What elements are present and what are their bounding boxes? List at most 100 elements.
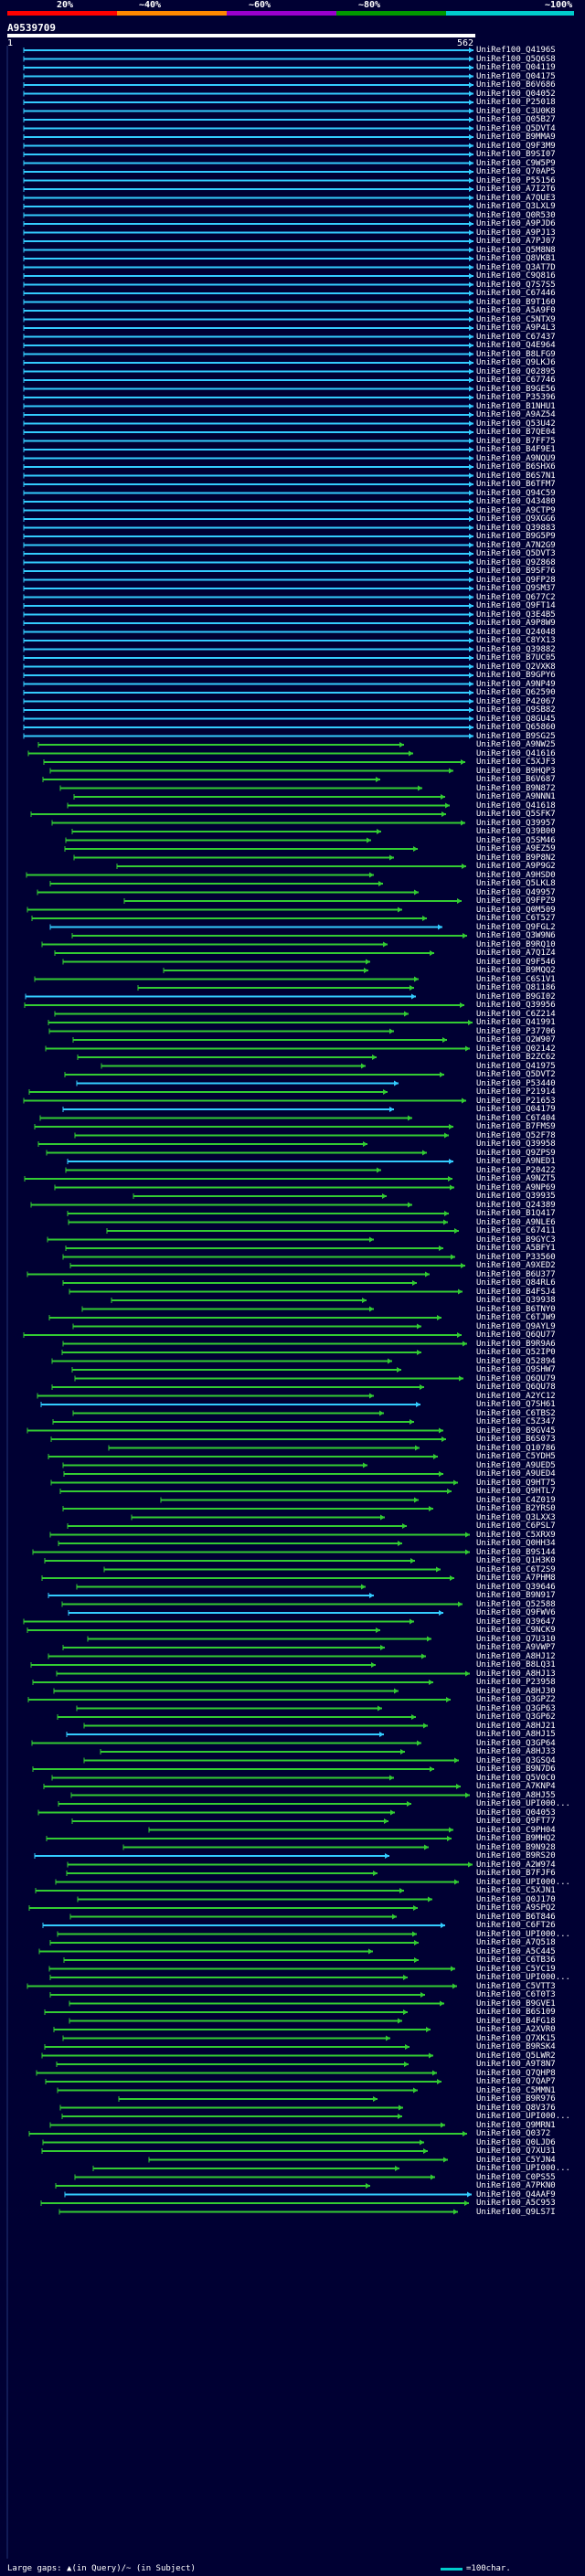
- hit-label[interactable]: UniRef100_A9T8N7: [476, 2060, 556, 2069]
- hit-label[interactable]: UniRef100_P33560: [476, 1252, 556, 1262]
- hit-label[interactable]: UniRef100_Q5SM46: [476, 835, 556, 845]
- hit-label[interactable]: UniRef100_B9RSK4: [476, 2042, 556, 2051]
- hit-label[interactable]: UniRef100_Q4E964: [476, 341, 556, 350]
- hit-label[interactable]: UniRef100_B6S7N1: [476, 471, 556, 481]
- hit-label[interactable]: UniRef100_C6T2S9: [476, 1564, 556, 1574]
- hit-label[interactable]: UniRef100_Q5LKL8: [476, 879, 556, 888]
- hit-label[interactable]: UniRef100_Q6QU77: [476, 1330, 556, 1340]
- hit-label[interactable]: UniRef100_Q41618: [476, 800, 556, 811]
- hit-label[interactable]: UniRef100_C67437: [476, 332, 556, 342]
- hit-label[interactable]: UniRef100_B9N917: [476, 1591, 556, 1600]
- hit-label[interactable]: UniRef100_P53440: [476, 1078, 556, 1088]
- hit-label[interactable]: UniRef100_Q3GPZ2: [476, 1695, 556, 1704]
- hit-label[interactable]: UniRef100_B9GV45: [476, 1426, 556, 1436]
- hit-label[interactable]: UniRef100_A8HJ21: [476, 1721, 556, 1731]
- hit-label[interactable]: UniRef100_C5MMN1: [476, 2085, 556, 2095]
- hit-label[interactable]: UniRef100_C5XRX9: [476, 1530, 556, 1540]
- hit-label[interactable]: UniRef100_Q1H3K0: [476, 1556, 556, 1565]
- hit-label[interactable]: UniRef100_A7N2G9: [476, 540, 556, 550]
- hit-label[interactable]: UniRef100_Q9LS7I: [476, 2207, 556, 2217]
- hit-label[interactable]: UniRef100_Q04053: [476, 1807, 556, 1818]
- hit-label[interactable]: UniRef100_B9GE56: [476, 384, 556, 394]
- hit-label[interactable]: UniRef100_A9VWP7: [476, 1643, 556, 1652]
- hit-label[interactable]: UniRef100_Q62590: [476, 688, 556, 697]
- hit-label[interactable]: UniRef100_B9SG25: [476, 731, 556, 741]
- hit-label[interactable]: UniRef100_Q3GSQ4: [476, 1755, 556, 1765]
- hit-label[interactable]: UniRef100_C9NCK9: [476, 1626, 556, 1635]
- hit-label[interactable]: UniRef100_Q52F78: [476, 1130, 556, 1140]
- hit-label[interactable]: UniRef100_Q9FWV6: [476, 1608, 556, 1617]
- hit-label[interactable]: UniRef100_B6U377: [476, 1269, 556, 1279]
- hit-label[interactable]: UniRef100_B9MMA9: [476, 133, 556, 142]
- hit-label[interactable]: UniRef100_C6TB36: [476, 1956, 556, 1965]
- hit-label[interactable]: UniRef100_C6PSL7: [476, 1521, 556, 1531]
- hit-label[interactable]: UniRef100_Q0LJD6: [476, 2137, 556, 2147]
- hit-label[interactable]: UniRef100_C6T404: [476, 1113, 556, 1123]
- hit-label[interactable]: UniRef100_Q5DVT4: [476, 123, 556, 133]
- hit-label[interactable]: UniRef100_A7Q1Z4: [476, 949, 556, 958]
- hit-label[interactable]: UniRef100_P21653: [476, 1096, 556, 1106]
- hit-label[interactable]: UniRef100_B8LFG9: [476, 349, 556, 359]
- hit-label[interactable]: UniRef100_C6T0T3: [476, 1990, 556, 1999]
- hit-label[interactable]: UniRef100_Q04119: [476, 63, 556, 72]
- hit-label[interactable]: UniRef100_C5NTX9: [476, 314, 556, 324]
- hit-label[interactable]: UniRef100_Q0J170: [476, 1894, 556, 1904]
- hit-label[interactable]: UniRef100_Q49957: [476, 887, 556, 897]
- hit-label[interactable]: UniRef100_C5VTT3: [476, 1981, 556, 1991]
- hit-label[interactable]: UniRef100_Q677C2: [476, 592, 556, 602]
- hit-label[interactable]: UniRef100_B7FF75: [476, 436, 556, 446]
- hit-label[interactable]: UniRef100_Q9Z868: [476, 557, 556, 567]
- hit-label[interactable]: UniRef100_P55156: [476, 175, 556, 186]
- hit-label[interactable]: UniRef100_Q0R530: [476, 210, 556, 220]
- hit-label[interactable]: UniRef100_C9Q816: [476, 271, 556, 281]
- hit-label[interactable]: UniRef100_A5C953: [476, 2199, 556, 2208]
- hit-label[interactable]: UniRef100_A9P9G2: [476, 862, 556, 871]
- hit-label[interactable]: UniRef100_Q3E4B5: [476, 610, 556, 620]
- hit-label[interactable]: UniRef100_A9NNN1: [476, 792, 556, 801]
- hit-label[interactable]: UniRef100_B9SF76: [476, 567, 556, 576]
- hit-label[interactable]: UniRef100_P37706: [476, 1026, 556, 1036]
- hit-label[interactable]: UniRef100_Q3GP63: [476, 1703, 556, 1713]
- hit-label[interactable]: UniRef100_A9P8W9: [476, 619, 556, 628]
- hit-label[interactable]: UniRef100_Q9HT75: [476, 1478, 556, 1488]
- hit-label[interactable]: UniRef100_B9R976: [476, 2094, 556, 2104]
- hit-label[interactable]: UniRef100_A9SPQ2: [476, 1903, 556, 1913]
- hit-label[interactable]: UniRef100_Q9FGL2: [476, 922, 556, 932]
- hit-label[interactable]: UniRef100_Q6QU78: [476, 1383, 556, 1392]
- hit-label[interactable]: UniRef100_Q65860: [476, 723, 556, 732]
- hit-label[interactable]: UniRef100_Q9HTL7: [476, 1487, 556, 1496]
- hit-label[interactable]: UniRef100_Q39883: [476, 523, 556, 533]
- hit-label[interactable]: UniRef100_C9W5P9: [476, 158, 556, 168]
- hit-label[interactable]: UniRef100_Q70AP5: [476, 167, 556, 176]
- hit-label[interactable]: UniRef100_C6TJW9: [476, 1313, 556, 1322]
- hit-label[interactable]: UniRef100_A9P4L3: [476, 323, 556, 333]
- hit-label[interactable]: UniRef100_B9RS20: [476, 1851, 556, 1860]
- hit-label[interactable]: UniRef100_B9G5P9: [476, 532, 556, 541]
- hit-label[interactable]: UniRef100_Q5V0C0: [476, 1773, 556, 1783]
- hit-label[interactable]: UniRef100_Q41975: [476, 1061, 556, 1071]
- hit-label[interactable]: UniRef100_Q6QU79: [476, 1373, 556, 1383]
- hit-label[interactable]: UniRef100_C5XJF3: [476, 758, 556, 767]
- hit-label[interactable]: UniRef100_Q7XK15: [476, 2033, 556, 2043]
- hit-label[interactable]: UniRef100_A9UED4: [476, 1469, 556, 1479]
- hit-label[interactable]: UniRef100_UPI000...: [476, 2112, 570, 2121]
- hit-label[interactable]: UniRef100_C67746: [476, 376, 556, 385]
- hit-label[interactable]: UniRef100_A2W974: [476, 1860, 556, 1870]
- hit-label[interactable]: UniRef100_C9PH04: [476, 1825, 556, 1835]
- hit-label[interactable]: UniRef100_Q5LWR2: [476, 2051, 556, 2061]
- hit-label[interactable]: UniRef100_Q7SH61: [476, 1400, 556, 1409]
- hit-label[interactable]: UniRef100_Q39647: [476, 1617, 556, 1627]
- hit-label[interactable]: UniRef100_Q2W907: [476, 1035, 556, 1044]
- hit-label[interactable]: UniRef100_B7FMS9: [476, 1122, 556, 1131]
- hit-label[interactable]: UniRef100_C6FT26: [476, 1921, 556, 1930]
- hit-label[interactable]: UniRef100_Q39956: [476, 1001, 556, 1010]
- hit-label[interactable]: UniRef100_A9NLE6: [476, 1217, 556, 1227]
- hit-label[interactable]: UniRef100_Q9F546: [476, 957, 556, 967]
- hit-label[interactable]: UniRef100_P21914: [476, 1087, 556, 1097]
- hit-label[interactable]: UniRef100_Q7XU31: [476, 2147, 556, 2156]
- hit-label[interactable]: UniRef100_Q7QHP8: [476, 2068, 556, 2078]
- hit-label[interactable]: UniRef100_B6V687: [476, 775, 556, 784]
- hit-label[interactable]: UniRef100_C67446: [476, 289, 556, 298]
- hit-label[interactable]: UniRef100_Q8V376: [476, 2103, 556, 2113]
- hit-label[interactable]: UniRef100_B1Q417: [476, 1209, 556, 1218]
